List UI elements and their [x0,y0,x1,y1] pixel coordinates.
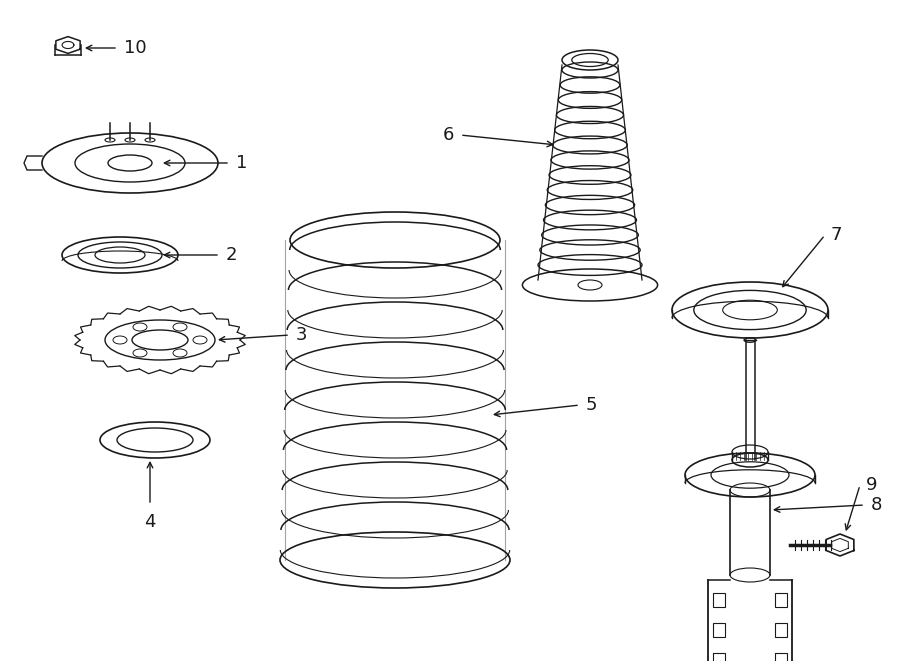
Text: 1: 1 [236,154,248,172]
Bar [713,593,725,607]
Text: 5: 5 [586,396,598,414]
Text: 3: 3 [296,326,308,344]
Bar [775,593,787,607]
Text: 2: 2 [226,246,238,264]
Bar [713,653,725,661]
Bar [775,653,787,661]
Text: 6: 6 [443,126,454,144]
Bar [775,623,787,637]
Text: 10: 10 [124,39,147,57]
Text: 8: 8 [871,496,882,514]
Text: 4: 4 [144,513,156,531]
Text: 7: 7 [831,226,842,244]
Bar [713,623,725,637]
Text: 9: 9 [866,476,878,494]
